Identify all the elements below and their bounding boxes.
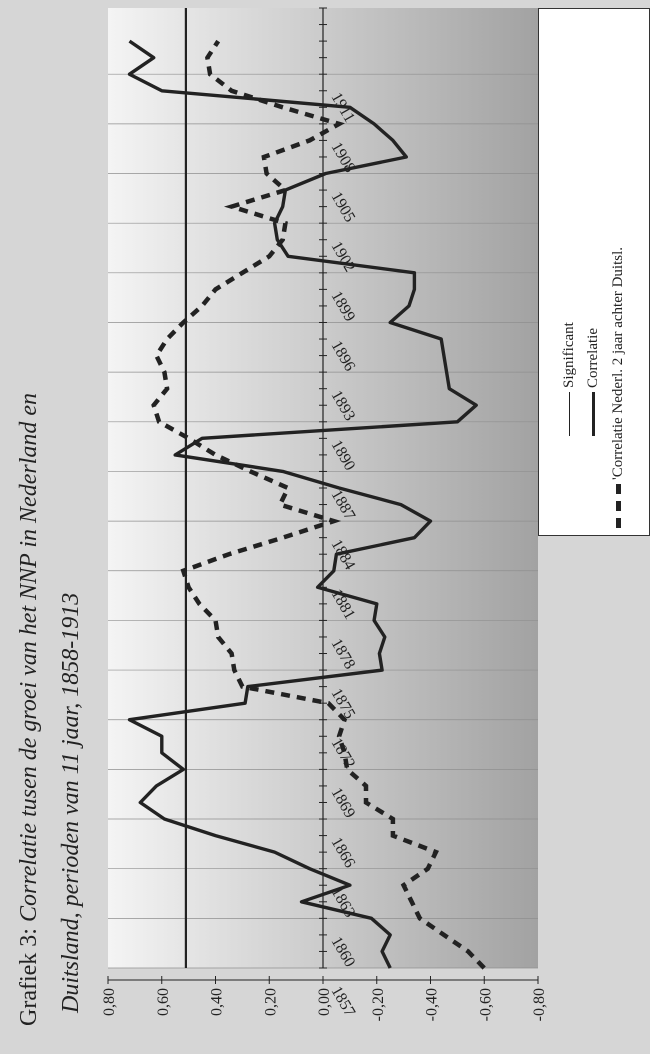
- value-axis-tick-label: 0,00: [316, 988, 333, 1016]
- legend-label-correlatie: Correlatie: [585, 328, 601, 388]
- legend-label-correlatie-lag: 'Correlatie Nederl. 2 jaar achter Duitsl…: [610, 246, 626, 480]
- value-axis-tick-label: -0,80: [531, 988, 548, 1021]
- legend-swatch-correlatie: [592, 392, 595, 436]
- value-axis-tick-label: -0,60: [477, 988, 494, 1021]
- legend: [538, 8, 650, 536]
- legend-swatch-correlatie-lag: [616, 484, 621, 528]
- legend-item-correlatie: Correlatie: [585, 328, 602, 436]
- series-correlatie-lag-line: [151, 39, 486, 970]
- legend-item-correlatie-lag: 'Correlatie Nederl. 2 jaar achter Duitsl…: [610, 247, 627, 528]
- value-axis-tick-label: 0,80: [101, 988, 118, 1016]
- value-axis-tick-label: 0,20: [262, 988, 279, 1016]
- legend-label-significant: Significant: [561, 322, 577, 388]
- value-axis-tick-label: -0,40: [424, 988, 441, 1021]
- value-axis-tick-label: 0,40: [209, 988, 226, 1016]
- legend-swatch-significant: [569, 392, 570, 436]
- value-axis-tick-label: -0,20: [370, 988, 387, 1021]
- legend-item-significant: Significant: [561, 322, 578, 436]
- series-correlatie-line: [127, 39, 478, 969]
- value-axis-tick-label: 0,60: [155, 988, 172, 1016]
